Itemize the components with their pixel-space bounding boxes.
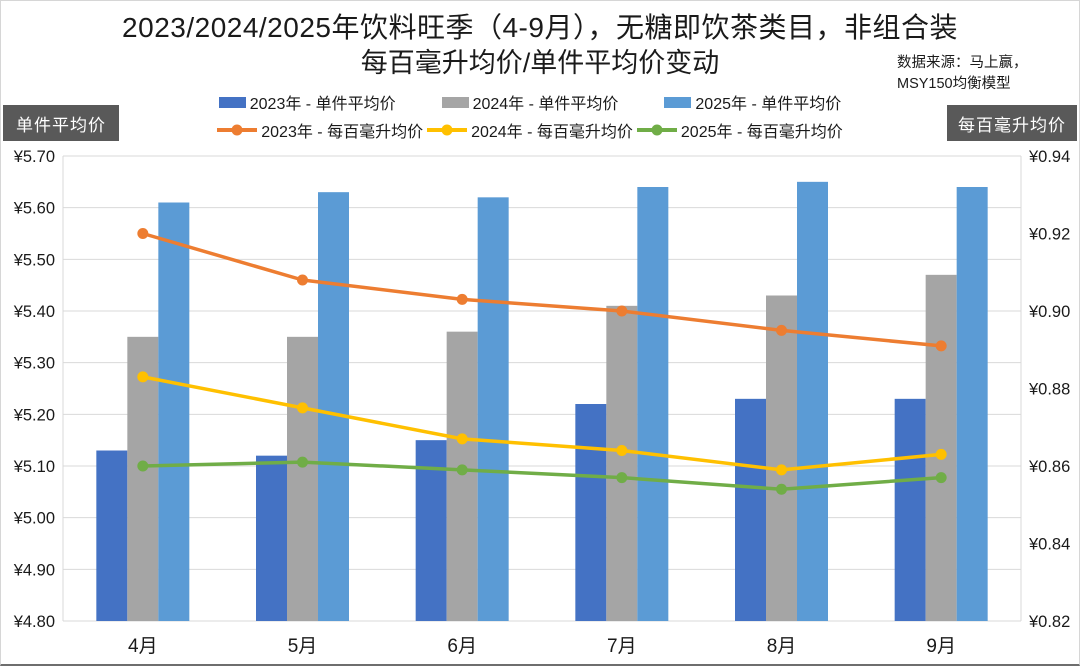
y-axis-tick-left: ¥5.10 xyxy=(13,458,55,476)
bar xyxy=(318,192,349,621)
legend-label: 2024年 - 每百毫升均价 xyxy=(471,124,633,141)
y-axis-tick-right: ¥0.88 xyxy=(1028,381,1070,399)
line-marker xyxy=(776,464,787,476)
line-marker xyxy=(935,340,947,352)
bar xyxy=(894,398,926,621)
line-marker xyxy=(935,448,947,460)
y-axis-tick-left: ¥5.00 xyxy=(13,510,55,528)
bar xyxy=(256,455,287,621)
chart-title: 2023/2024/2025年饮料旺季（4-9月），无糖即饮茶类目，非组合装 每… xyxy=(1,11,1079,79)
chart-legend: 2023年 - 单件平均价 2024年 - 单件平均价 2025年 - 单件平均价 … xyxy=(121,89,939,143)
line-marker xyxy=(456,293,468,305)
data-source-line2: MSY150均衡模型 xyxy=(897,76,1011,92)
y-axis-tick-right: ¥0.86 xyxy=(1028,458,1070,476)
x-axis-label: 6月 xyxy=(447,636,477,657)
x-axis-label: 7月 xyxy=(607,636,637,657)
line-marker xyxy=(776,324,787,336)
line-marker xyxy=(456,464,468,476)
legend-line-swatch xyxy=(636,124,677,136)
bar xyxy=(96,450,128,621)
legend-item: 2025年 - 每百毫升均价 xyxy=(636,118,843,142)
y-axis-tick-right: ¥0.94 xyxy=(1028,148,1070,166)
bar xyxy=(446,331,478,621)
legend-item: 2023年 - 每百毫升均价 xyxy=(217,118,423,142)
y-axis-tick-left: ¥5.20 xyxy=(13,406,55,424)
line-marker xyxy=(456,433,468,445)
legend-bar-swatch xyxy=(664,96,692,108)
legend-item: 2024年 - 每百毫升均价 xyxy=(427,118,633,142)
bar xyxy=(606,305,638,621)
bar xyxy=(766,295,797,621)
line-marker xyxy=(297,274,308,286)
legend-row-bars: 2023年 - 单件平均价 2024年 - 单件平均价 2025年 - 单件平均价 xyxy=(218,89,841,115)
line-marker xyxy=(616,472,628,484)
y-axis-tick-left: ¥5.60 xyxy=(13,200,55,218)
line-marker xyxy=(297,402,308,414)
x-axis-label: 8月 xyxy=(767,636,797,657)
bar xyxy=(797,181,828,622)
y-axis-tick-right: ¥0.92 xyxy=(1028,226,1070,244)
legend-label: 2025年 - 单件平均价 xyxy=(695,96,842,113)
legend-bar-swatch xyxy=(441,96,469,108)
legend-bar-swatch xyxy=(218,96,246,108)
y-axis-tick-left: ¥4.90 xyxy=(13,561,55,579)
line-series xyxy=(141,460,943,491)
y-axis-tick-left: ¥4.80 xyxy=(13,613,55,631)
legend-label: 2023年 - 每百毫升均价 xyxy=(261,124,424,141)
y-axis-tick-left: ¥5.40 xyxy=(13,303,55,321)
line-series xyxy=(141,375,943,472)
y-axis-tick-left: ¥5.50 xyxy=(13,251,55,269)
legend-label: 2024年 - 单件平均价 xyxy=(472,96,619,113)
line-marker xyxy=(137,228,149,239)
legend-item: 2025年 - 单件平均价 xyxy=(664,90,841,114)
line-marker xyxy=(616,445,628,456)
bar xyxy=(158,202,190,621)
data-source-note: 数据来源：马上赢， MSY150均衡模型 xyxy=(897,53,1065,95)
y-axis-tick-right: ¥0.90 xyxy=(1028,303,1070,321)
y-axis-tick-left: ¥5.30 xyxy=(13,355,55,373)
bar xyxy=(287,336,318,621)
x-axis-label: 9月 xyxy=(926,636,956,657)
line-marker xyxy=(137,371,149,383)
data-source-line1: 数据来源：马上赢， xyxy=(897,55,1028,71)
bar xyxy=(637,187,669,621)
bar xyxy=(735,398,766,621)
bar xyxy=(127,336,159,621)
line-marker xyxy=(616,305,628,317)
legend-item: 2024年 - 单件平均价 xyxy=(441,90,619,114)
legend-label: 2025年 - 每百毫升均价 xyxy=(680,124,843,141)
x-axis-label: 4月 xyxy=(128,636,158,657)
bar xyxy=(575,404,607,621)
legend-row-lines: 2023年 - 每百毫升均价 2024年 - 每百毫升均价 2025年 - 每百毫升… xyxy=(217,117,843,143)
x-axis-label: 5月 xyxy=(288,636,318,657)
legend-item: 2023年 - 单件平均价 xyxy=(218,90,396,114)
legend-line-swatch xyxy=(217,124,258,136)
left-axis-title-badge: 单件平均价 xyxy=(3,105,119,141)
line-series xyxy=(141,231,943,348)
bar xyxy=(925,274,957,621)
y-axis-tick-right: ¥0.84 xyxy=(1028,536,1070,554)
line-marker xyxy=(137,460,149,472)
legend-line-swatch xyxy=(427,124,468,136)
bar xyxy=(477,197,509,622)
y-axis-tick-right: ¥0.82 xyxy=(1028,613,1070,631)
chart-title-line2: 每百毫升均价/单件平均价变动 xyxy=(360,48,720,78)
bar xyxy=(956,187,988,621)
line-marker xyxy=(776,483,787,495)
right-axis-title-badge: 每百毫升均价 xyxy=(947,105,1077,141)
legend-label: 2023年 - 单件平均价 xyxy=(249,96,396,113)
chart-title-line1: 2023/2024/2025年饮料旺季（4-9月），无糖即饮茶类目，非组合装 xyxy=(122,12,958,43)
line-marker xyxy=(297,456,308,468)
y-axis-tick-left: ¥5.70 xyxy=(13,148,55,166)
line-marker xyxy=(935,472,947,484)
